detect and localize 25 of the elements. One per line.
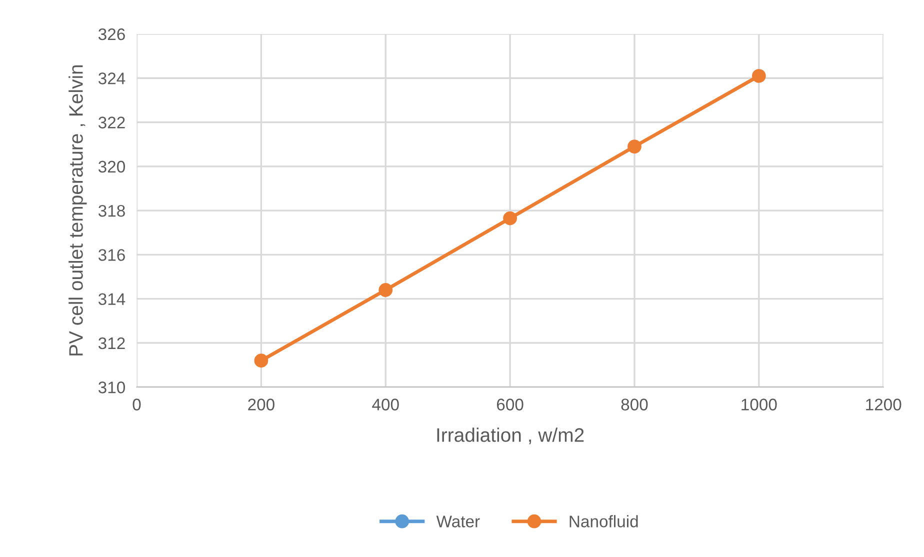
- x-tick-label: 600: [496, 398, 524, 410]
- point: [628, 140, 642, 154]
- point: [503, 211, 517, 226]
- x-tick-label: 1200: [866, 398, 902, 410]
- y-tick-label: 324: [98, 72, 126, 84]
- legend-label: Water: [436, 516, 480, 528]
- y-axis-title: PV cell outlet temperature , Kelvin: [68, 65, 87, 356]
- x-tick-label: 200: [248, 398, 274, 410]
- x-axis-title: Irradiation , w/m2: [437, 428, 584, 444]
- legend-label: Nanofluid: [570, 515, 638, 528]
- y-tick-label: 322: [98, 116, 125, 128]
- y-tick-label: 312: [98, 337, 125, 350]
- x-tick-label: 400: [372, 398, 399, 410]
- y-tick-label: 314: [98, 293, 126, 306]
- y-tick-label: 318: [98, 204, 125, 217]
- x-tick-label: 1000: [742, 398, 777, 410]
- x-tick-label: 0: [132, 398, 141, 410]
- x-tick-label: 800: [621, 398, 648, 410]
- y-tick-label: 310: [98, 382, 125, 394]
- point: [378, 283, 393, 297]
- y-tick-label: 316: [98, 249, 125, 261]
- point: [752, 68, 766, 83]
- y-tick-label: 320: [98, 160, 125, 173]
- point: [254, 354, 268, 368]
- y-tick-label: 326: [98, 28, 125, 40]
